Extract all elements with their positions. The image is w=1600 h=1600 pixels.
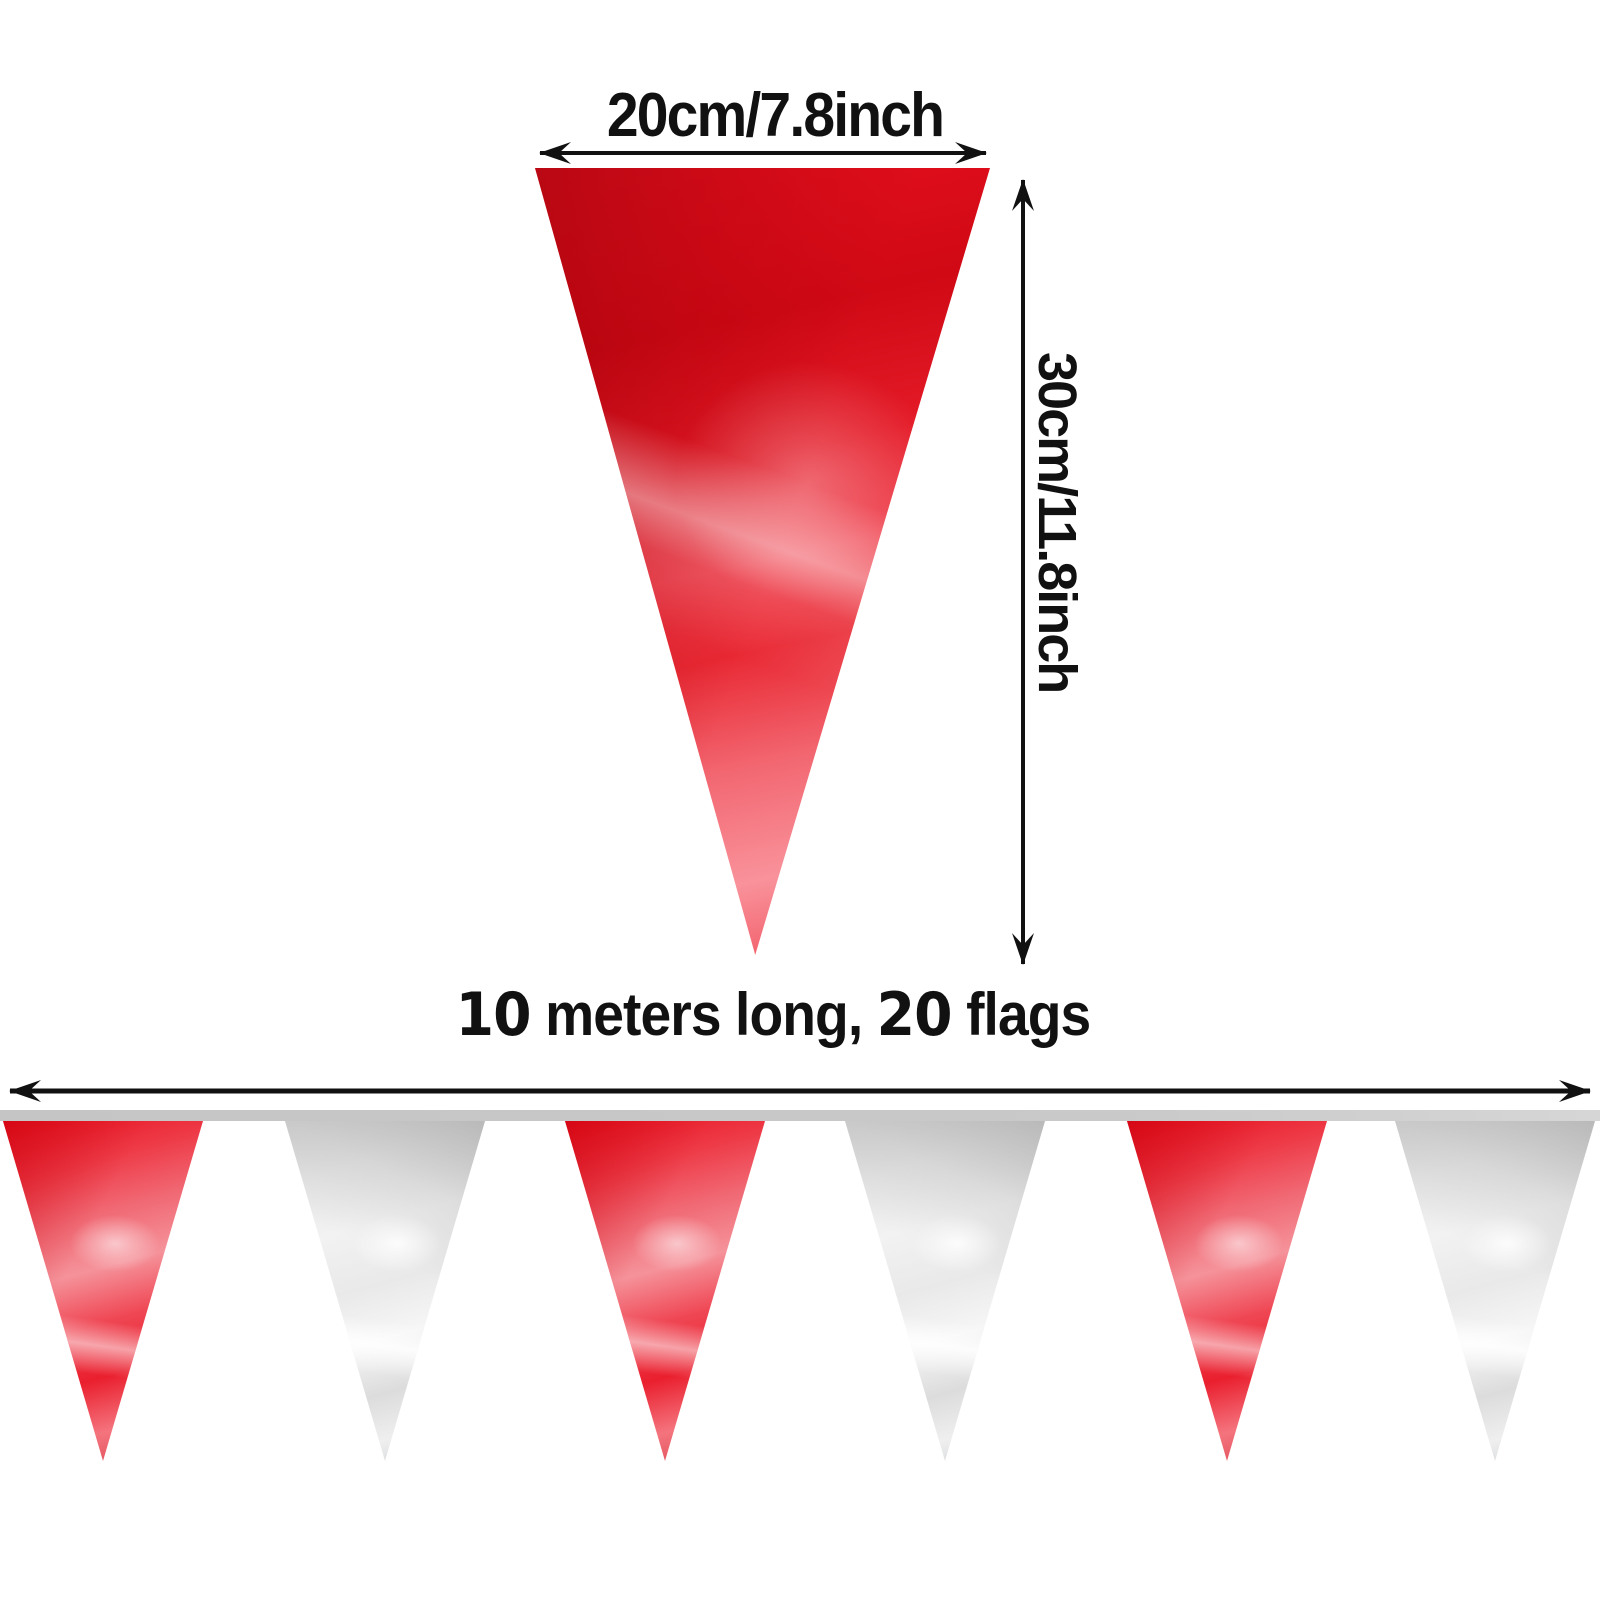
banner-count-text: flags — [951, 981, 1091, 1048]
flag-width-label: 20cm/7.8inch — [606, 81, 945, 150]
pennant-flag-red — [565, 1121, 765, 1461]
pennant-flag-silver — [285, 1121, 485, 1461]
pennant-flag-silver — [1395, 1121, 1595, 1461]
main-pennant-flag — [535, 168, 990, 955]
banner-length-text: meters long, — [530, 981, 877, 1048]
banner-string-ribbon — [0, 1110, 1600, 1121]
pennant-flag-red — [1127, 1121, 1327, 1461]
banner-count-value: 20 — [876, 980, 953, 1050]
flag-height-label: 30cm/11.8inch — [1027, 352, 1087, 693]
banner-length-value: 10 — [455, 980, 532, 1050]
pennant-flag-red — [3, 1121, 203, 1461]
pennant-flag-silver — [845, 1121, 1045, 1461]
banner-length-label: 10 meters long, 20 flags — [62, 980, 1484, 1050]
